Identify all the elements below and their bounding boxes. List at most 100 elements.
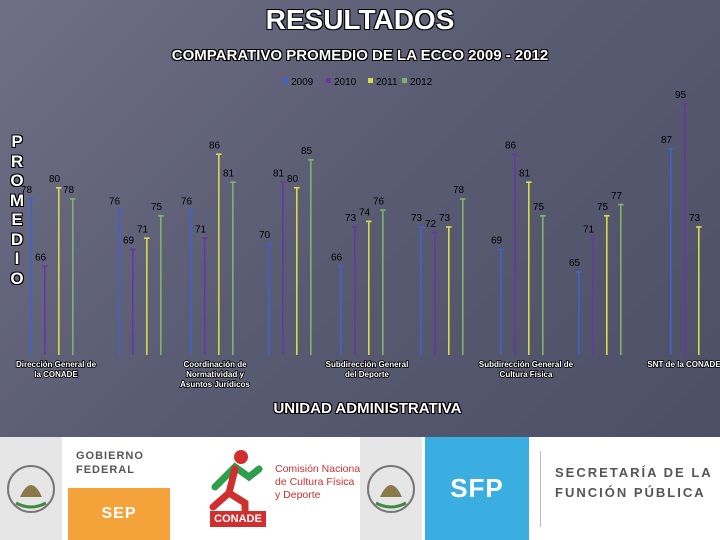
data-label: 72 (425, 219, 437, 230)
bar-cap (512, 153, 518, 155)
data-label: 81 (519, 168, 531, 179)
data-label: 87 (661, 135, 673, 146)
legend-swatch (402, 78, 407, 83)
data-label: 65 (569, 258, 581, 269)
data-label: 71 (583, 224, 595, 235)
bar-cap (618, 203, 624, 206)
bar (118, 209, 120, 355)
bar-cap (158, 215, 164, 217)
sfp-line1: SECRETARÍA DE LA (555, 465, 713, 480)
bar-cap (280, 181, 286, 183)
data-label: 80 (49, 174, 61, 185)
data-label: 66 (35, 252, 47, 263)
y-letter: P (11, 132, 23, 151)
bar (448, 226, 450, 355)
conade-line3: y Deporte (275, 489, 321, 501)
bar-cap (380, 209, 386, 211)
bar-cap (28, 198, 34, 200)
bar (232, 181, 234, 355)
bar-cap (230, 181, 236, 183)
y-letter: M (9, 190, 25, 210)
bar-cap (338, 265, 344, 267)
bar-cap (202, 237, 208, 239)
y-letter: E (11, 210, 23, 229)
bar (30, 198, 32, 355)
bar-cap (42, 265, 48, 267)
bar (132, 248, 134, 355)
bar (72, 198, 74, 355)
bar (368, 220, 370, 355)
bar (606, 215, 608, 355)
y-axis-label: P R O M E D I O (6, 132, 28, 288)
bar (684, 103, 686, 355)
conade-line1: Comisión Nacional (275, 463, 363, 475)
bar (500, 248, 502, 355)
bar-cap (432, 231, 438, 234)
y-letter: O (10, 171, 24, 190)
footer-divider (540, 451, 541, 527)
bar-cap (308, 159, 314, 161)
gobierno-federal-sep-logo: GOBIERNO FEDERAL SEP (68, 437, 170, 540)
bar-cap (604, 215, 610, 217)
data-label: 76 (109, 196, 121, 207)
bar (382, 209, 384, 355)
data-label: 74 (359, 208, 371, 219)
bar-cap (682, 103, 688, 105)
legend-swatch (283, 78, 288, 83)
bar-cap (144, 237, 150, 239)
y-letter: I (14, 249, 20, 268)
data-label: 81 (273, 168, 285, 179)
category-label: Dirección General de la CONADE (16, 360, 97, 379)
data-label: 78 (453, 185, 465, 196)
data-label: 86 (209, 140, 221, 151)
category-label: Coordinación de Normatividad y Asuntos Jur… (180, 360, 250, 389)
y-letter: O (10, 268, 24, 288)
legend-label: 2012 (410, 77, 433, 88)
bar (698, 226, 700, 355)
bar-cap (70, 198, 76, 200)
sfp-line2: FUNCIÓN PÚBLICA (555, 485, 706, 500)
data-label: 85 (301, 146, 313, 157)
bar (528, 181, 530, 355)
bar-cap (366, 220, 372, 223)
y-letter: R (10, 151, 24, 171)
data-label: 78 (63, 185, 75, 196)
bar-cap (266, 243, 272, 245)
bar (620, 203, 622, 355)
data-label: 77 (611, 191, 623, 202)
legend-label: 2009 (291, 77, 314, 88)
legend-label: 2010 (334, 77, 357, 88)
sep-label: SEP (68, 488, 170, 540)
category-label: Subdirección General de Cultura Física (479, 360, 574, 379)
legend-swatch (368, 78, 373, 83)
data-label: 80 (287, 174, 299, 185)
bar-cap (590, 237, 596, 239)
bar-cap (188, 209, 194, 211)
bar-cap (116, 209, 122, 211)
bar-cap (460, 198, 466, 200)
bar-cap (540, 215, 546, 217)
y-letter: D (10, 229, 24, 249)
bar (218, 153, 220, 355)
bar-cap (498, 248, 504, 251)
conade-line2: de Cultura Física (275, 476, 355, 488)
bar (282, 181, 284, 355)
bar-cap (56, 187, 62, 189)
bar-cap (352, 226, 358, 228)
data-label: 69 (123, 236, 135, 247)
data-label: 73 (689, 213, 701, 224)
x-axis-title: UNIDAD ADMINISTRATIVA (273, 400, 462, 417)
bar-cap (446, 226, 452, 228)
mexico-seal-icon (0, 437, 62, 540)
gobierno-line2: FEDERAL (76, 463, 135, 476)
category-label: SNT de la CONADE (647, 360, 720, 369)
bar-cap (576, 271, 582, 273)
data-label: 81 (223, 168, 235, 179)
bar (462, 198, 464, 355)
bar-cap (294, 187, 300, 189)
bar (204, 237, 206, 355)
data-label: 71 (195, 224, 207, 235)
bar (146, 237, 148, 355)
data-label: 76 (373, 196, 385, 207)
conade-text: Comisión Nacional de Cultura Física y De… (275, 463, 363, 502)
